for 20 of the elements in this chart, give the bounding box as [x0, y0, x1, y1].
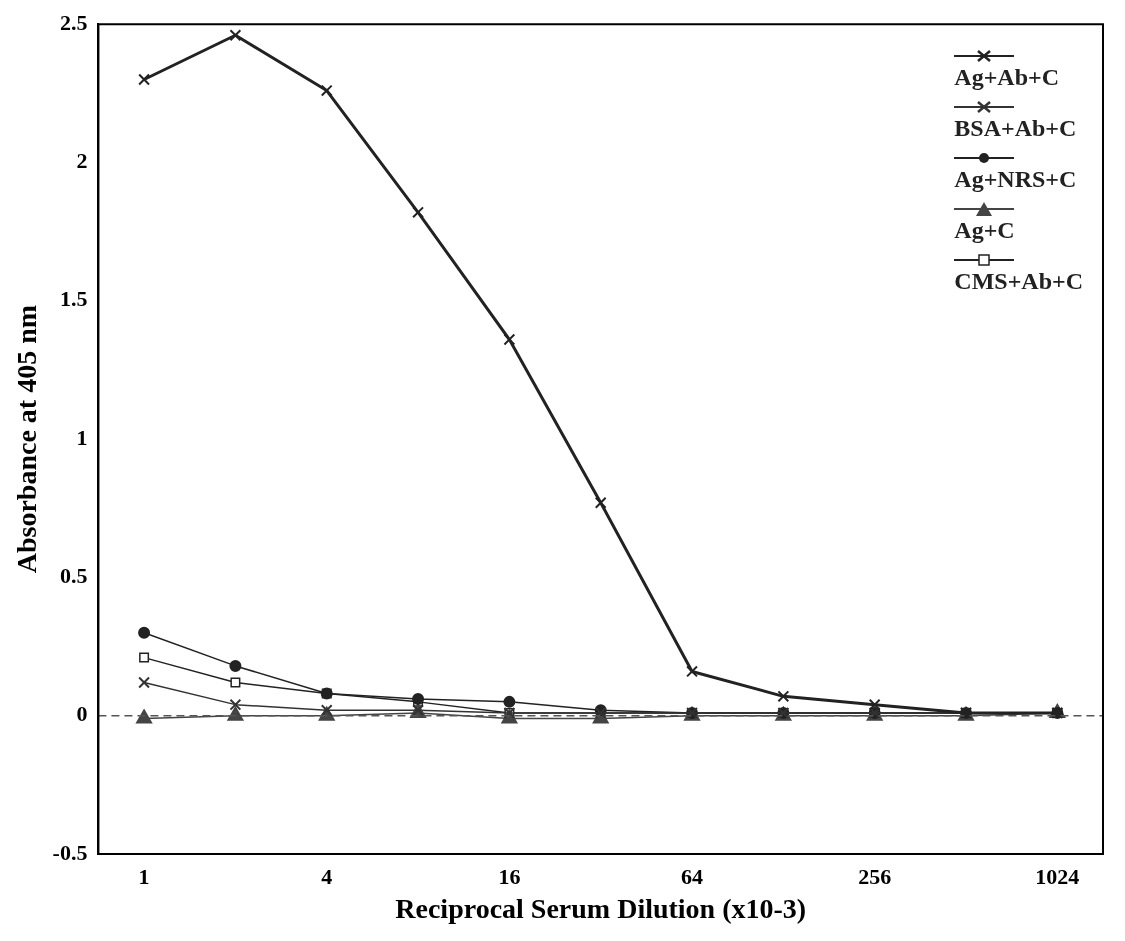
x-tick-label: 4	[321, 863, 333, 889]
y-axis-title: Absorbance at 405 nm	[11, 304, 43, 574]
y-tick-label: 2	[76, 148, 88, 174]
x-tick-label: 256	[858, 863, 892, 889]
y-tick-label: 2.5	[59, 9, 88, 35]
x-tick-label: 1	[138, 863, 150, 889]
legend-label: BSA+Ab+C	[954, 115, 1078, 142]
y-tick-label: 1.5	[59, 286, 88, 312]
y-tick-label: 1	[76, 424, 88, 450]
x-tick-label: 64	[681, 863, 704, 889]
x-tick-label: 16	[498, 863, 521, 889]
y-tick-label: -0.5	[52, 839, 88, 865]
y-tick-label: 0	[76, 701, 88, 727]
legend-label: Ag+NRS+C	[954, 166, 1078, 193]
legend-label: Ag+Ab+C	[954, 64, 1060, 91]
x-tick-label: 1024	[1035, 863, 1080, 889]
x-axis-title: Reciprocal Serum Dilution (x10-3)	[395, 893, 807, 925]
y-tick-label: 0.5	[59, 563, 88, 589]
legend-label: CMS+Ab+C	[954, 268, 1083, 295]
legend-label: Ag+C	[954, 217, 1016, 244]
